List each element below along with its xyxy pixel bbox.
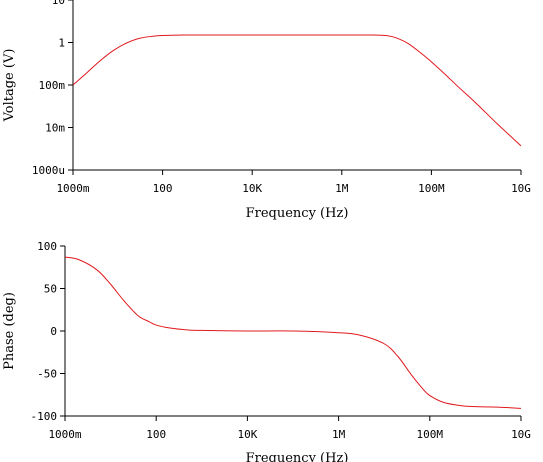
magnitude-x-tick-label: 10G xyxy=(511,182,531,195)
phase-series-line xyxy=(64,256,522,409)
phase-x-tick-label: 10G xyxy=(511,428,531,441)
phase-y-tick-label: 100 xyxy=(37,240,57,253)
magnitude-x-axis-title: Frequency (Hz) xyxy=(246,206,349,221)
phase-y-axis-title: Phase (deg) xyxy=(2,292,17,370)
magnitude-y-axis-title: Voltage (V) xyxy=(2,49,17,123)
phase-x-axis-title: Frequency (Hz) xyxy=(246,451,349,462)
magnitude-y-tick-label: 10m xyxy=(45,122,65,135)
phase-y-tick-label: 0 xyxy=(50,325,57,338)
magnitude-x-tick-label: 1M xyxy=(335,182,349,195)
phase-x-tick-label: 1000m xyxy=(48,428,81,441)
phase-y-tick-label: -100 xyxy=(31,410,58,423)
magnitude-x-tick-label: 100 xyxy=(153,182,173,195)
phase-x-tick-label: 100 xyxy=(146,428,166,441)
magnitude-x-tick-label: 100M xyxy=(418,182,445,195)
magnitude-y-tick-label: 10 xyxy=(52,0,65,7)
magnitude-y-tick-label: 1 xyxy=(58,37,65,50)
phase-y-tick-label: -50 xyxy=(37,368,57,381)
magnitude-series-line xyxy=(72,34,522,147)
magnitude-x-tick-label: 10K xyxy=(242,182,262,195)
magnitude-y-tick-label: 100m xyxy=(39,79,66,92)
phase-chart: Phase (deg) Frequency (Hz) -100 -50 0 50 100… xyxy=(2,240,531,462)
magnitude-chart: Voltage (V) Frequency (Hz) 1000u 10m 100m 1… xyxy=(2,0,531,221)
magnitude-y-tick-label: 1000u xyxy=(32,164,65,177)
magnitude-x-tick-label: 1000m xyxy=(56,182,89,195)
phase-x-tick-label: 1M xyxy=(332,428,346,441)
phase-x-tick-label: 10K xyxy=(237,428,257,441)
phase-y-tick-label: 50 xyxy=(44,283,57,296)
phase-x-tick-label: 100M xyxy=(417,428,444,441)
